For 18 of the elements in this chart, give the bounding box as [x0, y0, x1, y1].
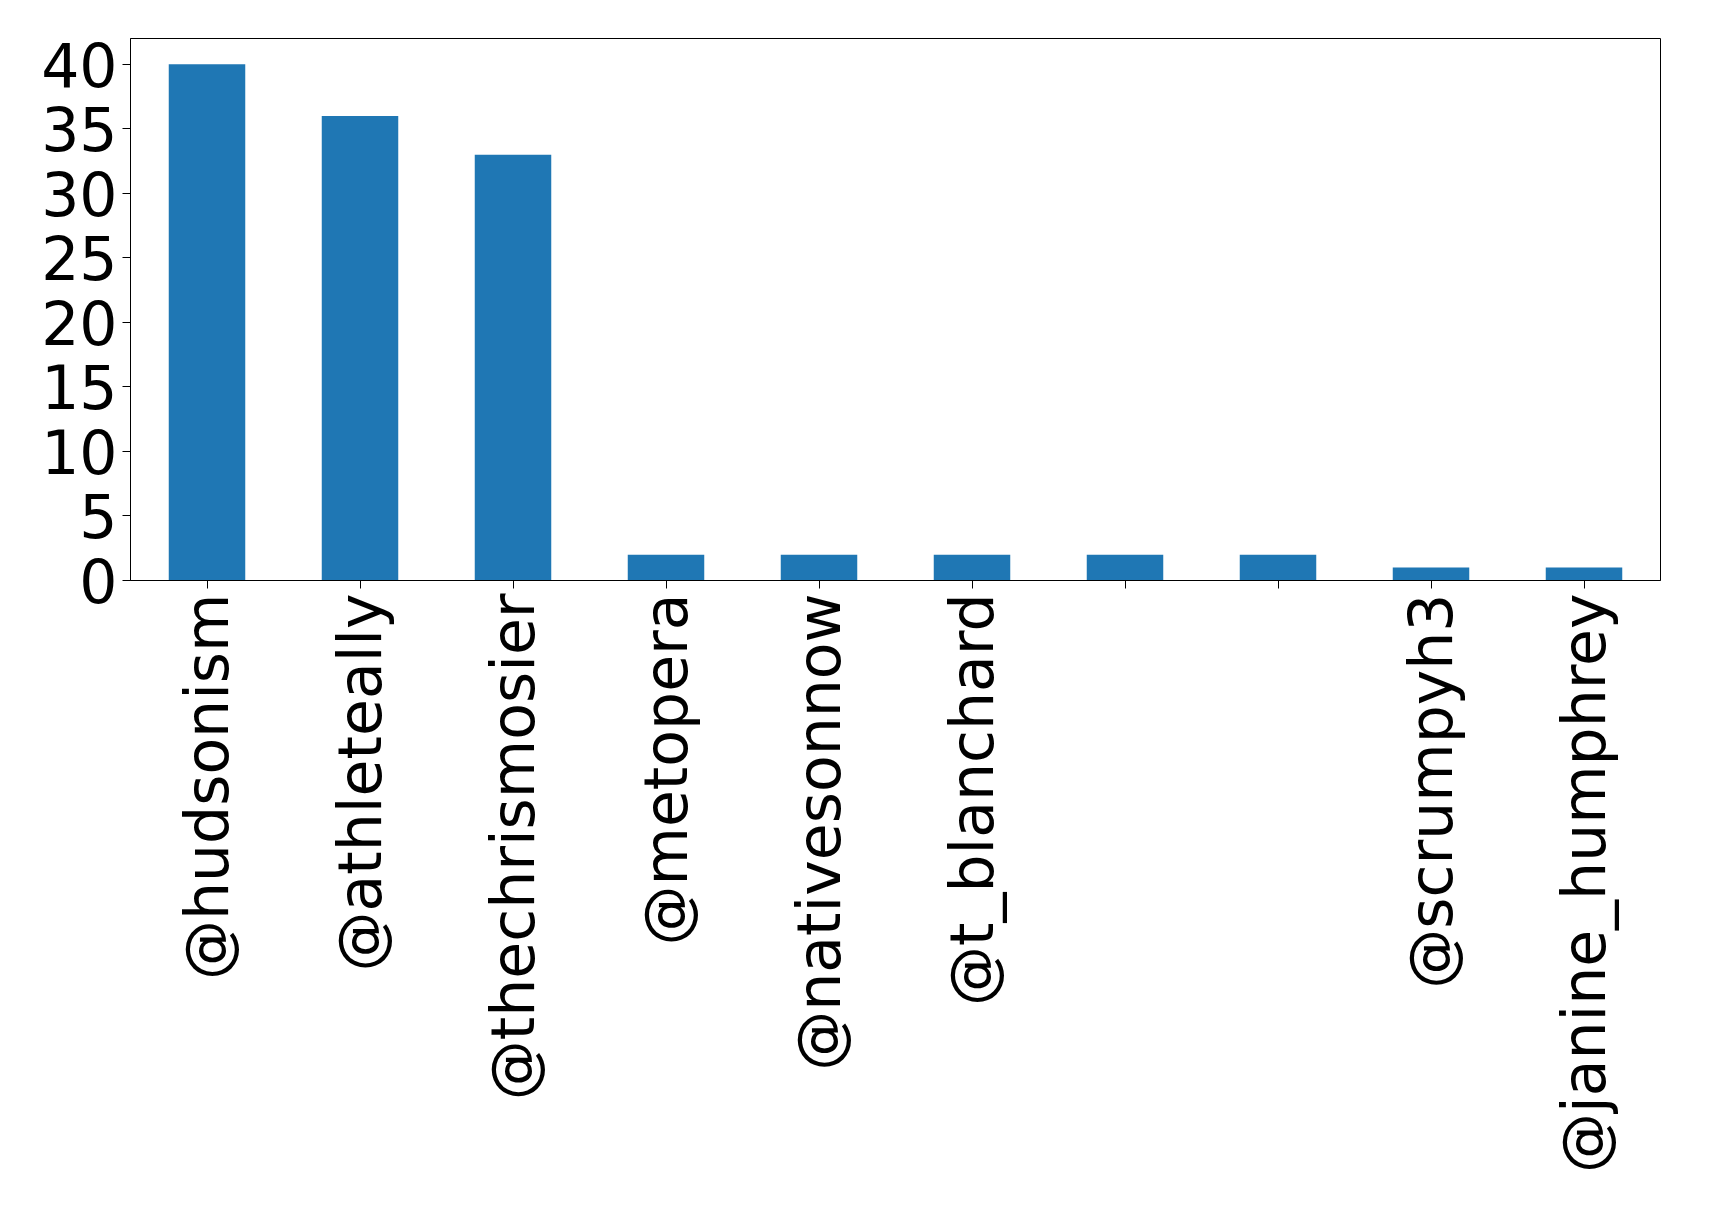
bar: [1239, 554, 1317, 581]
x-tick-label: @scrumpyh3: [1396, 593, 1466, 989]
x-tick-label: @t_blanchard: [937, 593, 1007, 1007]
x-tick-label: @janine_humphrey: [1549, 593, 1619, 1173]
bar: [780, 554, 858, 581]
bar: [627, 554, 705, 581]
bar: [1392, 567, 1470, 581]
bar: [474, 154, 552, 581]
bar: [321, 115, 399, 581]
bar: [1545, 567, 1623, 581]
x-tick-label: @nativesonnow: [784, 593, 854, 1071]
x-tick-label: @athleteally: [325, 593, 395, 972]
x-tick-label: @hudsonism: [172, 593, 242, 981]
bar: [168, 64, 246, 581]
bar: [933, 554, 1011, 581]
x-tick-label: @metopera: [631, 593, 701, 946]
bar: [1086, 554, 1164, 581]
x-tick-label: @thechrismosier: [478, 593, 548, 1101]
